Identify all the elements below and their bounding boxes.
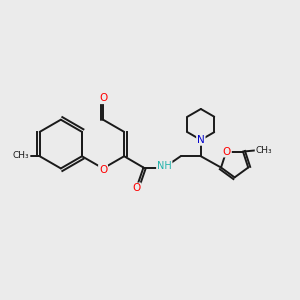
Text: NH: NH xyxy=(157,161,172,171)
Text: O: O xyxy=(99,165,107,175)
Text: CH₃: CH₃ xyxy=(13,151,30,160)
Text: O: O xyxy=(223,147,231,157)
Text: O: O xyxy=(99,93,107,103)
Text: O: O xyxy=(133,183,141,193)
Text: CH₃: CH₃ xyxy=(256,146,272,154)
Text: N: N xyxy=(197,135,205,145)
